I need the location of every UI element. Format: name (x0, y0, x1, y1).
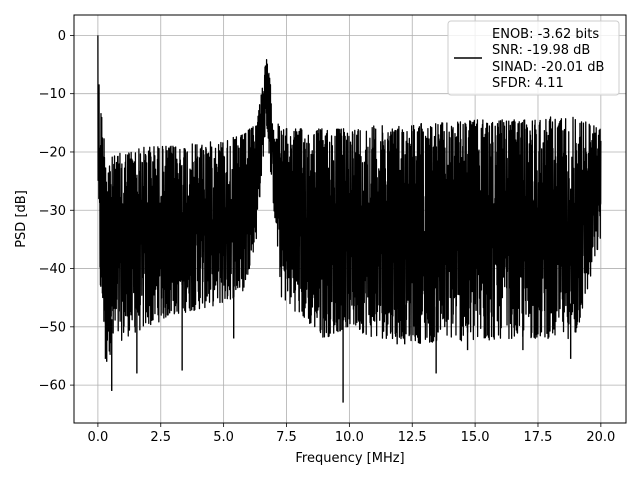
x-tick-label: 5.0 (213, 430, 234, 445)
legend-box (447, 20, 620, 96)
y-axis-label: PSD [dB] (14, 190, 29, 248)
x-tick-label: 7.5 (276, 430, 297, 445)
y-tick-label: −10 (39, 87, 66, 102)
x-tick-label: 2.5 (150, 430, 171, 445)
y-tick-label: −20 (39, 145, 66, 160)
y-tick-label: −30 (39, 204, 66, 219)
x-tick-label: 20.0 (586, 430, 615, 445)
y-tick-label: −60 (39, 379, 66, 394)
legend: ENOB: -3.62 bits SNR: -19.98 dB SINAD: -… (447, 20, 620, 96)
x-tick-label: 0.0 (88, 430, 109, 445)
legend-entry-sinad: SINAD: -20.01 dB (492, 60, 604, 75)
legend-entry-snr: SNR: -19.98 dB (492, 43, 590, 58)
y-tick-label: 0 (58, 29, 66, 44)
psd-series-layer (97, 35, 602, 403)
x-tick-label: 17.5 (524, 430, 553, 445)
x-tick-label: 15.0 (461, 430, 490, 445)
x-tick-label: 10.0 (335, 430, 364, 445)
x-axis-label: Frequency [MHz] (295, 451, 404, 466)
y-tick-label: −50 (39, 320, 66, 335)
plot-frame (73, 14, 627, 424)
x-tick-label: 12.5 (398, 430, 427, 445)
legend-entry-enob: ENOB: -3.62 bits (492, 27, 599, 42)
legend-entry-sfdr: SFDR: 4.11 (492, 76, 564, 91)
y-tick-label: −40 (39, 262, 66, 277)
psd-trace (97, 35, 602, 356)
axis-ticks: 0.0 2.5 5.0 7.5 10.0 12.5 15.0 17.5 20.0 0 −10 −20 −… (39, 29, 616, 445)
